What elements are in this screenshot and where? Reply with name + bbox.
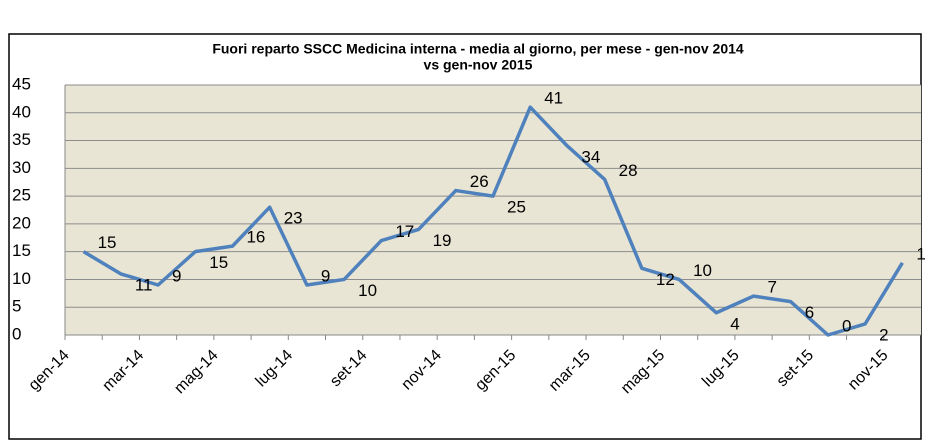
data-label: 0 [842,316,851,335]
data-label: 28 [619,161,638,180]
data-label: 4 [730,314,739,333]
y-tick-label: 0 [12,324,21,343]
data-label: 25 [507,198,526,217]
chart-title: vs gen-nov 2015 [424,57,533,73]
y-tick-label: 45 [12,74,31,93]
y-tick-label: 10 [12,269,31,288]
data-label: 12 [656,270,675,289]
data-label: 15 [209,253,228,272]
data-label: 41 [544,89,563,108]
data-label: 9 [321,266,330,285]
data-label: 16 [246,228,265,247]
data-label: 23 [284,209,303,228]
chart-title: Fuori reparto SSCC Medicina interna - me… [212,41,744,57]
data-label: 15 [98,233,117,252]
y-tick-label: 15 [12,241,31,260]
y-tick-label: 35 [12,130,31,149]
plot-area [65,85,921,335]
y-tick-label: 25 [12,186,31,205]
data-label: 17 [395,222,414,241]
data-label: 26 [470,172,489,191]
data-label: 13 [916,244,926,263]
data-label: 11 [135,275,153,294]
data-label: 10 [358,281,377,300]
data-label: 10 [693,261,712,280]
y-tick-label: 5 [12,297,21,316]
y-tick-label: 40 [12,102,31,121]
y-tick-label: 30 [12,158,31,177]
data-label: 6 [805,303,814,322]
data-label: 7 [768,278,777,297]
data-line [82,105,904,337]
data-label: 9 [172,266,181,285]
data-label: 19 [433,231,452,250]
data-label: 34 [581,148,600,167]
y-tick-label: 20 [12,213,31,232]
data-label: 2 [879,325,888,344]
